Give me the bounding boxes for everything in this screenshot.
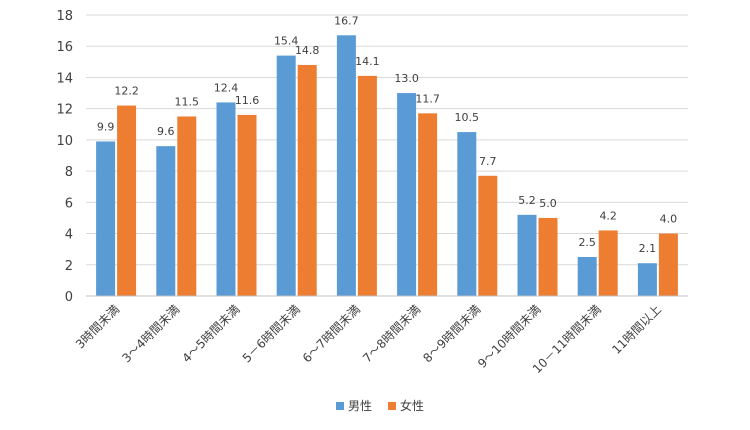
y-tick-label: 14 (56, 71, 73, 86)
bar-male (457, 132, 477, 296)
data-label: 15.4 (274, 35, 299, 48)
bar-female (538, 217, 558, 296)
bar-male (637, 263, 657, 296)
data-label: 9.6 (157, 125, 175, 138)
bar-male (96, 141, 116, 296)
bars (96, 35, 678, 297)
bar-male (577, 256, 597, 296)
data-label: 7.7 (479, 155, 497, 168)
data-label: 5.2 (518, 194, 536, 207)
bar-female (598, 230, 618, 296)
data-label: 11.6 (235, 94, 260, 107)
data-label: 14.1 (355, 55, 380, 68)
bar-female (658, 233, 678, 296)
bar-female (418, 113, 438, 296)
data-label: 12.4 (214, 81, 239, 94)
legend-swatch (388, 402, 396, 410)
data-label: 11.7 (415, 92, 440, 105)
category-label: 8～9時間未満 (420, 302, 483, 365)
data-label: 9.9 (97, 120, 115, 133)
bar-male (397, 93, 417, 296)
y-tick-label: 6 (65, 196, 73, 211)
category-label: 3～4時間未満 (119, 302, 182, 365)
data-label: 12.2 (114, 85, 139, 98)
bar-male (336, 35, 356, 297)
bar-female (478, 175, 498, 296)
y-tick-label: 10 (56, 134, 73, 149)
data-label: 2.1 (639, 242, 657, 255)
bar-female (117, 105, 137, 297)
bar-male (216, 102, 236, 296)
x-axis: 3時間未満3～4時間未満4～5時間未満5－6時間未満6～7時間未満7～8時間未満… (73, 295, 688, 376)
category-label: 11時間以上 (609, 302, 664, 357)
data-label: 10.5 (455, 111, 480, 124)
category-label: 7～8時間未満 (360, 302, 423, 365)
category-label: 6～7時間未満 (300, 302, 363, 365)
category-label: 5－6時間未満 (240, 302, 303, 365)
y-tick-label: 0 (65, 290, 73, 305)
bar-male (276, 55, 296, 296)
bar-female (237, 114, 257, 297)
gridlines (86, 14, 688, 297)
y-tick-label: 2 (65, 259, 73, 274)
data-label: 13.0 (394, 72, 419, 85)
bar-male (517, 214, 537, 296)
data-label: 4.0 (660, 213, 678, 226)
bar-female (357, 75, 377, 296)
y-tick-label: 18 (56, 9, 73, 24)
data-labels: 9.9 12.2 9.6 11.5 12.411.6 15.414.8 16.7 14.1 13… (97, 14, 677, 255)
legend-swatch (336, 402, 344, 410)
data-label: 2.5 (578, 236, 596, 249)
legend: 男性 女性 (336, 398, 424, 413)
data-label: 4.2 (599, 209, 617, 222)
y-tick-label: 16 (56, 40, 73, 55)
bar-female (177, 116, 197, 296)
y-tick-label: 8 (65, 165, 73, 180)
category-label: 3時間未満 (73, 302, 122, 351)
data-label: 14.8 (295, 44, 320, 57)
y-tick-label: 12 (56, 103, 73, 118)
data-label: 11.5 (175, 95, 200, 108)
legend-label: 女性 (400, 398, 424, 413)
data-label: 16.7 (334, 14, 359, 27)
legend-label: 男性 (348, 399, 372, 413)
y-tick-label: 4 (65, 228, 73, 243)
data-label: 5.0 (539, 197, 557, 210)
bar-female (297, 64, 317, 296)
y-axis: 0 2 4 6 8 10 12 14 16 18 (56, 9, 73, 305)
category-label: 4～5時間未満 (179, 302, 242, 365)
category-label: 9～10時間未満 (475, 302, 544, 371)
bar-male (156, 146, 176, 296)
